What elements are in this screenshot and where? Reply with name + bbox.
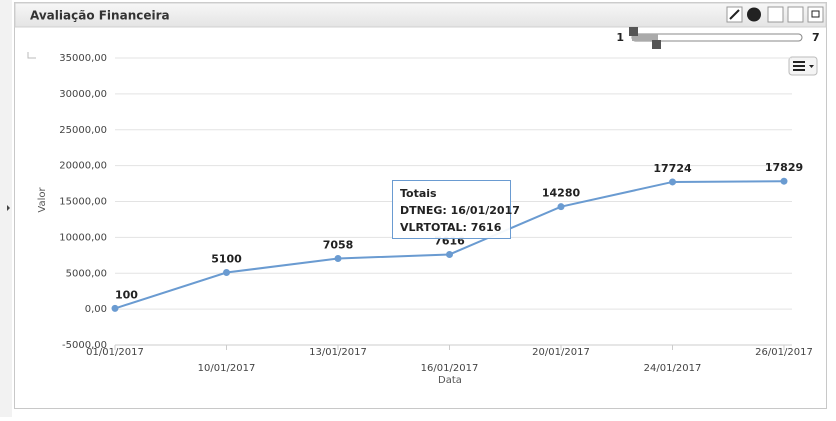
panel-header: [14, 2, 827, 28]
x-tick-label: 20/01/2017: [532, 347, 590, 358]
data-label: 100: [115, 288, 138, 301]
zoom-button[interactable]: [787, 6, 804, 23]
menu-caret: [809, 65, 814, 68]
tooltip: Totais DTNEG: 16/01/2017 VLRTOTAL: 7616: [392, 180, 520, 239]
panel-title: Avaliação Financeira: [30, 9, 170, 23]
slider-handle[interactable]: [652, 40, 661, 49]
point: [669, 178, 676, 186]
y-tick-label: 0,00: [85, 304, 107, 315]
y-tick-label: 25000,00: [59, 125, 107, 136]
point: [111, 304, 119, 312]
tooltip-box: [392, 180, 511, 239]
point: [557, 203, 565, 211]
x-tick-label: 26/01/2017: [755, 347, 813, 358]
x-axis-title: Data: [438, 375, 462, 386]
slider-min: 1: [616, 31, 624, 44]
menu-icon: [793, 61, 805, 71]
slider-max: 7: [812, 31, 820, 44]
y-tick-label: 35000,00: [59, 53, 107, 64]
y-tick-label: 10000,00: [59, 232, 107, 243]
slider-range: [632, 34, 658, 41]
point: [223, 269, 230, 277]
y-axis-title: Valor: [37, 187, 48, 213]
expand-arrow[interactable]: [7, 205, 10, 211]
slider-handle[interactable]: [629, 27, 638, 36]
tooltip-line: DTNEG: 16/01/2017: [400, 204, 520, 217]
data-label: 17724: [653, 162, 692, 175]
point: [334, 254, 342, 262]
y-tick-label: 15000,00: [59, 197, 107, 208]
edit-icon: [729, 9, 740, 20]
maximize-icon: [811, 10, 820, 18]
data-label: 7058: [323, 238, 354, 251]
y-tick-label: 20000,00: [59, 161, 107, 172]
y-tick-label: 30000,00: [59, 89, 107, 100]
refresh-button[interactable]: [767, 6, 784, 23]
tooltip-line: VLRTOTAL: 7616: [400, 221, 502, 234]
corner-mark: [27, 52, 36, 59]
header-icons: [726, 6, 824, 23]
x-tick-label: 16/01/2017: [421, 363, 479, 374]
x-tick-label: 01/01/2017: [86, 347, 144, 358]
y-tick-label: -5000,00: [62, 340, 107, 351]
x-tick-label: 24/01/2017: [644, 363, 702, 374]
data-label: 17829: [765, 161, 803, 174]
data-label: 5100: [211, 253, 242, 266]
point: [446, 250, 453, 258]
info-button[interactable]: [747, 7, 761, 22]
x-tick-label: 10/01/2017: [198, 363, 256, 374]
data-label: 14280: [542, 187, 581, 200]
maximize-button[interactable]: [807, 6, 824, 23]
menu-button[interactable]: [788, 56, 818, 76]
side-strip: [0, 0, 12, 417]
point: [780, 177, 788, 185]
x-tick-label: 13/01/2017: [309, 347, 367, 358]
tooltip-title: Totais: [400, 187, 437, 200]
y-tick-label: 5000,00: [66, 268, 107, 279]
slider: 1 7: [616, 27, 820, 49]
